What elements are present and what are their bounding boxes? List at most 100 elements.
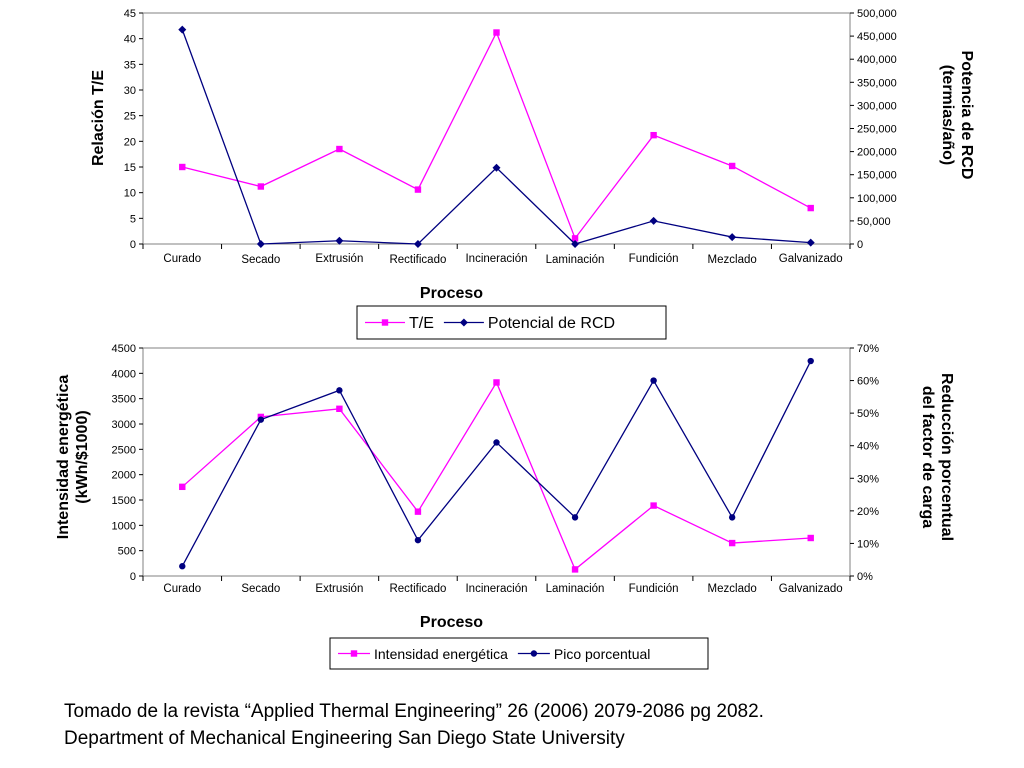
series-1-point xyxy=(257,183,265,190)
y2-tick-label: 50% xyxy=(857,408,879,420)
series-1-point xyxy=(571,566,579,573)
y2-tick-label: 300,000 xyxy=(857,100,897,112)
series-line-2 xyxy=(181,29,811,245)
y2-tick-label: 40% xyxy=(857,441,879,453)
legend-marker xyxy=(381,319,389,326)
plot-area xyxy=(142,12,851,245)
legend-label: T/E xyxy=(409,315,434,332)
legend: T/E Potencial de RCD xyxy=(356,305,667,340)
y2-tick-label: 0% xyxy=(857,571,873,583)
y2-tick-label: 200,000 xyxy=(857,147,897,159)
y2-tick-label: 100,000 xyxy=(857,193,897,205)
y-tick-label: 0 xyxy=(130,239,136,251)
y2-axis-title-line: Reducción porcentual xyxy=(938,373,955,541)
y-axis-title: Intensidad energética (kWh/$1000) xyxy=(55,375,91,540)
y-axis-title: Relación T/E xyxy=(90,70,107,166)
series-2-point xyxy=(571,240,580,248)
y-tick-label: 2500 xyxy=(112,444,136,456)
y2-tick-label: 500,000 xyxy=(857,8,897,20)
x-axis-title: Proceso xyxy=(420,614,483,631)
series-1-point xyxy=(493,379,500,386)
y-tick-label: 15 xyxy=(124,162,136,174)
chart-1: 0 5 10 15 20 25 30 35 40 45 0 50,000 100,000 150,000 2… xyxy=(90,8,975,340)
series-1-point xyxy=(650,502,657,509)
series-2-point xyxy=(728,233,737,242)
y-tick-label: 500 xyxy=(118,546,136,558)
y2-tick-label: 0 xyxy=(857,239,863,251)
series-1-point xyxy=(807,534,814,542)
series-line-1 xyxy=(182,30,812,240)
series-2-point xyxy=(806,238,815,247)
y2-axis-title: Reducción porcentualdel factor de carga xyxy=(919,373,955,541)
x-tick-label: Curado xyxy=(163,253,201,265)
x-tick-label: Incineración xyxy=(465,583,527,595)
caption-line-2: Department of Mechanical Engineering San… xyxy=(64,728,625,749)
x-tick-label: Curado xyxy=(163,583,201,595)
series-1-point xyxy=(807,204,814,212)
y-axis-title-line: (kWh/$1000) xyxy=(74,410,91,503)
y2-tick-label: 250,000 xyxy=(857,124,897,136)
series-2-point xyxy=(493,439,500,446)
x-tick-label: Mezclado xyxy=(708,583,757,595)
series-1-point xyxy=(414,186,422,193)
y2-tick-label: 50,000 xyxy=(857,216,891,228)
y2-tick-label: 60% xyxy=(857,376,879,388)
y2-tick-label: 30% xyxy=(857,473,879,485)
series-1-point xyxy=(414,508,422,515)
y-tick-label: 40 xyxy=(124,34,136,46)
series-1-point xyxy=(336,405,343,412)
legend-label: Pico porcentual xyxy=(554,646,651,662)
y-tick-label: 30 xyxy=(124,85,136,97)
x-tick-label: Laminación xyxy=(546,254,605,266)
series-2-point xyxy=(335,236,344,245)
x-tick-label: Galvanizado xyxy=(779,583,843,595)
series-1-point xyxy=(728,539,736,547)
y-tick-label: 20 xyxy=(124,136,136,148)
y2-tick-label: 350,000 xyxy=(857,77,897,89)
y-tick-label: 25 xyxy=(124,111,136,123)
y2-axis-title-line: del factor de carga xyxy=(919,386,936,528)
series-2-point xyxy=(728,514,736,521)
legend-marker xyxy=(530,650,538,657)
x-tick-label: Secado xyxy=(241,254,280,266)
y-tick-label: 1000 xyxy=(112,520,136,532)
x-tick-label: Galvanizado xyxy=(779,253,843,265)
y2-tick-label: 20% xyxy=(857,506,879,518)
y-tick-label: 4000 xyxy=(112,368,136,380)
y-axis-title-line: Intensidad energética xyxy=(55,375,72,540)
caption-line-1: Tomado de la revista “Applied Thermal En… xyxy=(64,701,764,722)
y2-tick-label: 400,000 xyxy=(857,54,897,66)
x-tick-label: Laminación xyxy=(546,583,605,595)
x-axis-title: Proceso xyxy=(420,285,483,302)
series-1-point xyxy=(493,29,500,36)
y2-tick-label: 10% xyxy=(857,538,879,550)
y-tick-label: 3000 xyxy=(112,419,136,431)
series-1-point xyxy=(728,162,736,170)
x-tick-label: Mezclado xyxy=(708,254,757,266)
series-2-point xyxy=(492,163,501,172)
series-1-point xyxy=(179,163,186,171)
chart-2: 0 500 1000 1500 2000 2500 3000 3500 4000 4500 0% 10… xyxy=(55,343,955,670)
x-tick-label: Secado xyxy=(241,583,280,595)
y-tick-label: 35 xyxy=(124,59,136,71)
series-2-point xyxy=(650,377,657,384)
legend-label: Potencial de RCD xyxy=(488,315,615,332)
legend: Intensidad energética Pico porcentual xyxy=(329,637,709,670)
series-2-point xyxy=(649,216,658,225)
x-tick-label: Extrusión xyxy=(315,583,363,595)
x-tick-label: Incineración xyxy=(465,253,527,265)
y-tick-label: 45 xyxy=(124,8,136,20)
y-tick-label: 5 xyxy=(130,213,136,225)
y-axis-title-line: Relación T/E xyxy=(90,70,107,166)
y2-tick-label: 70% xyxy=(857,343,879,355)
series-2-point xyxy=(257,416,265,423)
series-line-1 xyxy=(181,381,811,571)
series-2-point xyxy=(178,25,187,34)
legend-marker xyxy=(350,650,358,657)
y-tick-label: 1500 xyxy=(112,495,136,507)
y2-tick-label: 450,000 xyxy=(857,31,897,43)
series-2-point xyxy=(336,387,343,394)
series-2-point xyxy=(256,240,265,248)
x-tick-label: Rectificado xyxy=(389,254,446,266)
x-tick-label: Fundición xyxy=(629,253,679,265)
